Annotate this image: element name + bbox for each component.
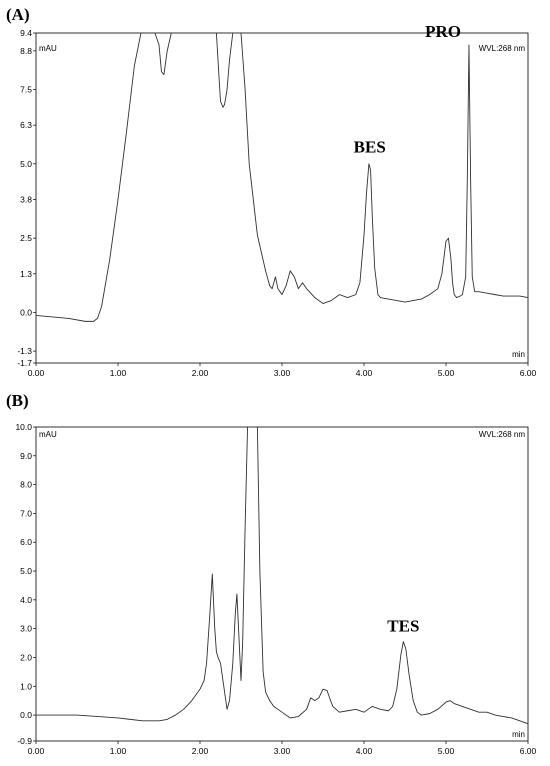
y-tick-label: 1.0 <box>20 681 32 691</box>
panel-b: (B) mAU WVL:268 nm min 10.0 9.0 8.0 7.0 6.0 5… <box>6 391 537 756</box>
x-tick-label: 3.00 <box>274 746 291 756</box>
y-tick-label: 9.4 <box>20 28 32 38</box>
y-tick-label: 0.0 <box>20 307 32 317</box>
y-tick-label: 7.5 <box>20 84 32 94</box>
panel-b-plot-frame <box>35 426 529 742</box>
panel-b-y-unit: mAU <box>39 430 57 439</box>
panel-b-x-axis: 0.00 1.00 2.00 3.00 4.00 5.00 6.00 <box>28 741 537 756</box>
y-tick-label: 8.8 <box>20 46 32 56</box>
y-tick-label: 9.0 <box>20 451 32 461</box>
x-tick-label: 2.00 <box>192 746 209 756</box>
y-tick-label: 1.3 <box>20 269 32 279</box>
y-tick-label: 10.0 <box>15 422 32 432</box>
panel-a-series-line <box>35 32 529 322</box>
x-tick-label: 0.00 <box>28 746 45 756</box>
panel-b-label: (B) <box>6 391 29 410</box>
y-tick-label: -1.7 <box>17 358 32 368</box>
peak-label-tes: TES <box>387 617 419 636</box>
y-tick-label: 6.0 <box>20 537 32 547</box>
x-tick-label: 6.00 <box>520 746 537 756</box>
x-tick-label: 6.00 <box>520 368 537 378</box>
panel-a-y-unit: mAU <box>39 44 57 53</box>
panel-b-x-unit: min <box>512 730 525 739</box>
y-tick-label: 7.0 <box>20 508 32 518</box>
y-tick-label: 2.0 <box>20 652 32 662</box>
peak-label-pro: PRO <box>425 22 461 41</box>
x-tick-label: 5.00 <box>438 368 455 378</box>
y-tick-label: 4.0 <box>20 595 32 605</box>
y-tick-label: 3.8 <box>20 194 32 204</box>
panel-b-series-line <box>36 426 529 725</box>
x-tick-label: 1.00 <box>110 746 127 756</box>
panel-a-plot-frame <box>35 32 529 364</box>
y-tick-label: 5.0 <box>20 566 32 576</box>
x-tick-label: 2.00 <box>192 368 209 378</box>
panel-a-x-axis: 0.00 1.00 2.00 3.00 4.00 5.00 6.00 <box>28 363 537 378</box>
panel-a-y-axis: 9.4 8.8 7.5 6.3 5.0 3.8 2.5 1.3 0.0 -1.3 -1.7 <box>17 28 36 368</box>
y-tick-label: -1.3 <box>17 346 32 356</box>
y-tick-label: 2.5 <box>20 233 32 243</box>
panel-b-wavelength-label: WVL:268 nm <box>479 430 526 439</box>
y-tick-label: 8.0 <box>20 480 32 490</box>
x-tick-label: 5.00 <box>438 746 455 756</box>
peak-label-bes: BES <box>354 137 386 156</box>
x-tick-label: 4.00 <box>356 746 373 756</box>
x-tick-label: 4.00 <box>356 368 373 378</box>
x-tick-label: 0.00 <box>28 368 45 378</box>
y-tick-label: 6.3 <box>20 120 32 130</box>
panel-b-y-axis: 10.0 9.0 8.0 7.0 6.0 5.0 4.0 3.0 2.0 1.0 0.0 -0.9 <box>15 422 36 746</box>
panel-a: (A) mAU WVL:268 nm min 9.4 8.8 7.5 6.3 5.0 3.… <box>6 5 537 378</box>
y-tick-label: 3.0 <box>20 624 32 634</box>
panel-b-peak-labels: TES <box>387 617 419 636</box>
x-tick-label: 1.00 <box>110 368 127 378</box>
y-tick-label: 5.0 <box>20 159 32 169</box>
panel-a-peak-labels: BES PRO <box>354 22 461 156</box>
x-tick-label: 3.00 <box>274 368 291 378</box>
panel-a-label: (A) <box>6 5 30 24</box>
panel-a-x-unit: min <box>512 350 525 359</box>
panel-a-wavelength-label: WVL:268 nm <box>479 44 526 53</box>
y-tick-label: 0.0 <box>20 710 32 720</box>
y-tick-label: -0.9 <box>17 736 32 746</box>
